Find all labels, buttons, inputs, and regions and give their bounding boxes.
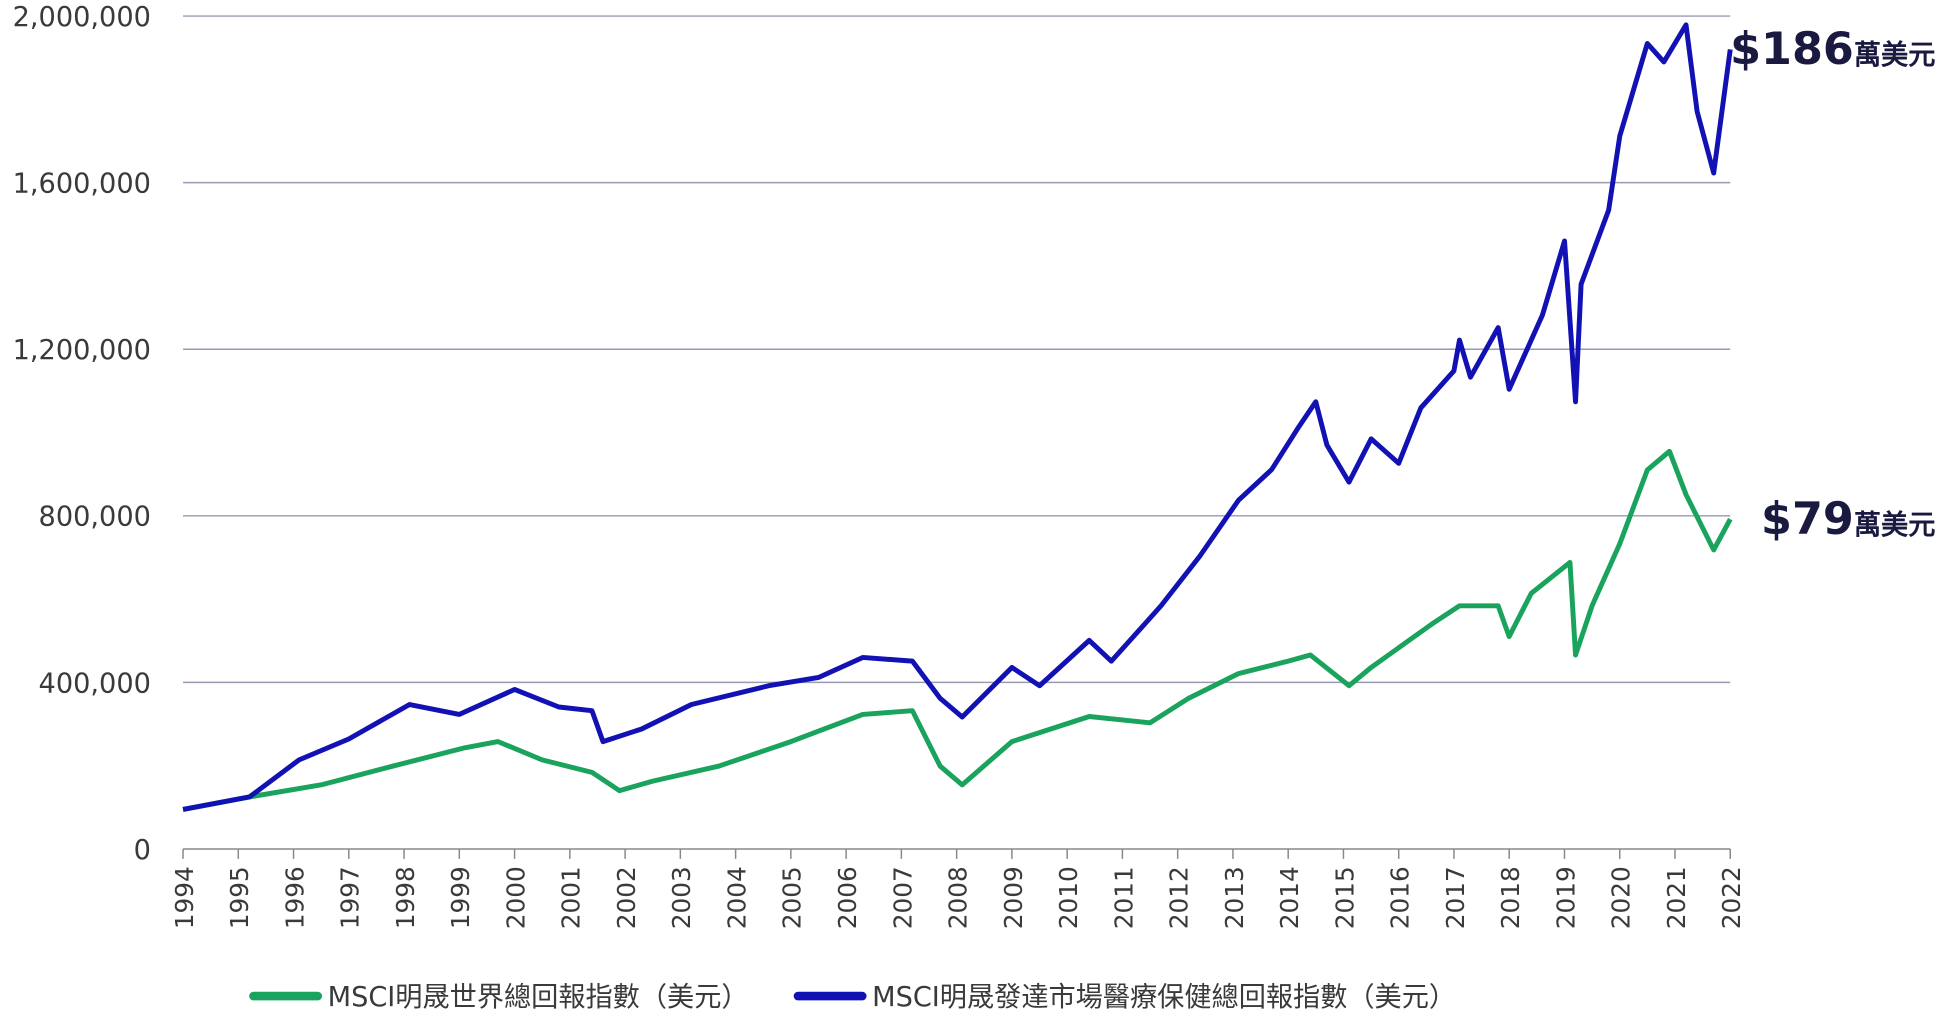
x-tick-label: 2006: [833, 866, 862, 929]
end-label-value: $186: [1730, 24, 1854, 75]
x-tick-label: 2015: [1330, 866, 1359, 929]
x-tick-label: 2021: [1662, 866, 1691, 929]
y-tick-label: 400,000: [39, 668, 151, 699]
x-tick-label: 2009: [999, 866, 1028, 929]
x-tick-label: 2007: [888, 866, 917, 929]
x-tick-label: 2002: [612, 866, 641, 929]
x-tick-label: 2008: [944, 866, 973, 929]
x-tick-label: 1998: [391, 866, 420, 929]
series-line: [182, 448, 1733, 812]
x-tick-label: 2019: [1551, 866, 1580, 929]
series-line: [182, 22, 1733, 812]
x-tick-label: 2000: [501, 866, 530, 929]
end-label: $79萬美元: [1761, 494, 1935, 545]
legend-label: MSCI明晟世界總回報指數（美元）: [328, 982, 749, 1013]
x-tick-label: 1999: [446, 866, 475, 929]
y-tick-label: 0: [134, 835, 151, 866]
x-tick-label: 2013: [1220, 866, 1249, 929]
x-tick-label: 2011: [1109, 866, 1138, 929]
x-tick-label: 2001: [557, 866, 586, 929]
x-tick-label: 2004: [722, 866, 751, 929]
x-tick-label: 1997: [336, 866, 365, 929]
end-label: $186萬美元: [1730, 24, 1935, 75]
end-label-unit: 萬美元: [1854, 509, 1936, 541]
y-tick-label: 1,200,000: [13, 335, 151, 366]
x-tick-label: 2014: [1275, 866, 1304, 929]
legend-label: MSCI明晟發達市場醫療保健總回報指數（美元）: [872, 982, 1456, 1013]
x-tick-label: 2018: [1496, 866, 1525, 929]
x-tick-label: 2017: [1441, 866, 1470, 929]
x-tick-label: 2016: [1386, 866, 1415, 929]
y-tick-label: 800,000: [39, 502, 151, 533]
end-label-value: $79: [1761, 494, 1854, 545]
x-tick-label: 2020: [1607, 866, 1636, 929]
x-tick-label: 2003: [667, 866, 696, 929]
y-tick-label: 2,000,000: [13, 2, 151, 33]
x-tick-label: 2012: [1165, 866, 1194, 929]
x-tick-label: 1994: [170, 866, 199, 929]
x-tick-label: 1995: [225, 866, 254, 929]
x-tick-label: 2005: [778, 866, 807, 929]
x-tick-label: 2022: [1717, 866, 1746, 929]
end-label-unit: 萬美元: [1854, 39, 1936, 71]
x-tick-label: 2010: [1054, 866, 1083, 929]
x-tick-label: 1996: [280, 866, 309, 929]
y-tick-label: 1,600,000: [13, 169, 151, 200]
